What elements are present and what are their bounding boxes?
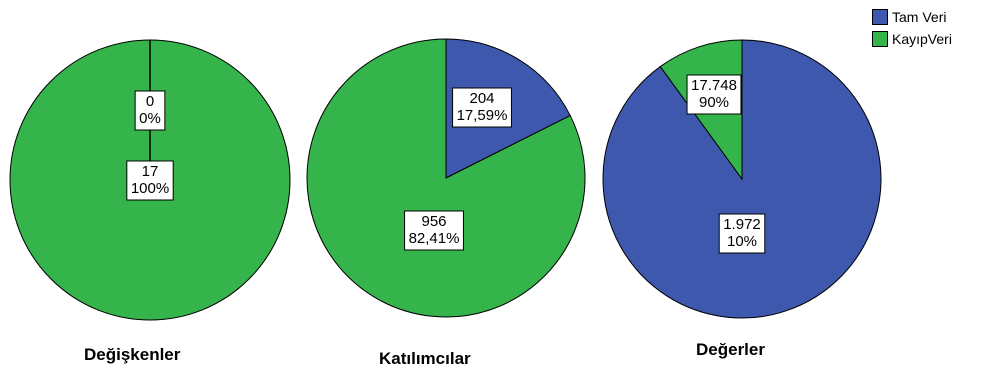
pie-2-label-1-count: 1.972 (723, 216, 761, 233)
legend-swatch-kayip-veri (872, 31, 888, 47)
chart-title-degiskenler: Değişkenler (84, 345, 181, 364)
pie-1-label-1-count: 956 (421, 213, 446, 230)
pie-2-label-0-percent: 90% (699, 94, 729, 111)
pie-1-label-0-box (452, 87, 512, 128)
legend-item-tam-veri: Tam Veri (872, 8, 952, 26)
legend: Tam Veri KayıpVeri (872, 8, 952, 52)
pie-1-slice-kayip-veri (306, 38, 586, 318)
pie-2-label-0-count: 17.748 (691, 77, 737, 94)
pie-0-label-1-box (126, 160, 174, 201)
pie-0-label-1-percent: 100% (131, 180, 169, 197)
legend-item-kayip-veri: KayıpVeri (872, 30, 952, 48)
pie-1-label-0-count: 204 (469, 90, 494, 107)
pie-2-label-0-box (686, 74, 742, 115)
chart-title-katilimcilar: Katılımcılar (379, 349, 471, 368)
pie-0-label-0: 00% (134, 90, 166, 131)
chart-title-degerler: Değerler (696, 340, 765, 359)
legend-label-kayip-veri: KayıpVeri (892, 31, 952, 47)
pie-0-label-1-count: 17 (142, 163, 159, 180)
pie-0-label-0-count: 0 (146, 93, 154, 110)
pie-1-label-0-percent: 17,59% (457, 107, 508, 124)
pie-2-label-1-percent: 10% (727, 233, 757, 250)
pie-2-label-1-box (718, 213, 766, 254)
pie-1-label-1-box (404, 210, 464, 251)
legend-swatch-tam-veri (872, 9, 888, 25)
pie-1-label-1-percent: 82,41% (409, 230, 460, 247)
pie-0-label-0-percent: 0% (139, 110, 161, 127)
pie-0-label-0-box (134, 90, 166, 131)
legend-label-tam-veri: Tam Veri (892, 9, 947, 25)
